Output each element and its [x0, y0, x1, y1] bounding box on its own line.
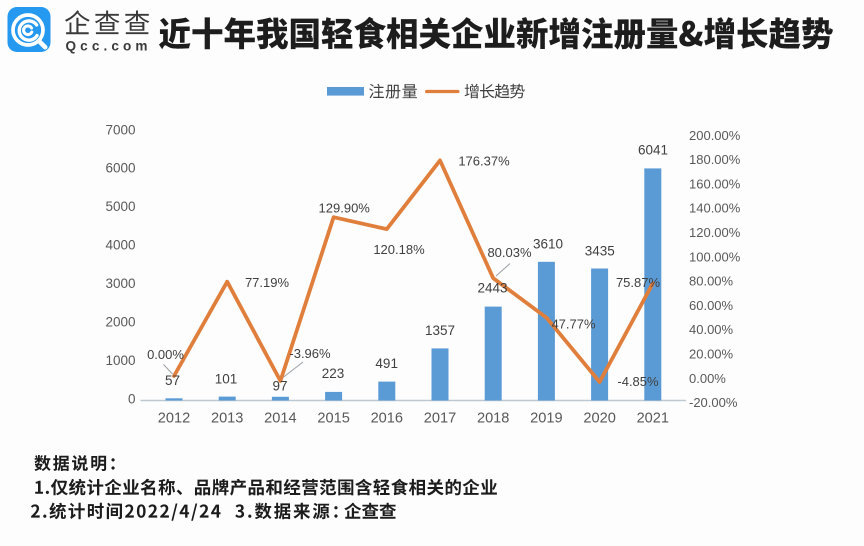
svg-text:7000: 7000: [105, 122, 135, 137]
svg-text:77.19%: 77.19%: [245, 275, 290, 290]
svg-text:-20.00%: -20.00%: [689, 395, 738, 410]
svg-text:200.00%: 200.00%: [689, 128, 741, 143]
svg-text:176.37%: 176.37%: [458, 154, 510, 169]
svg-text:4000: 4000: [105, 238, 135, 253]
svg-text:129.90%: 129.90%: [319, 201, 371, 216]
svg-text:6041: 6041: [638, 142, 668, 157]
svg-text:2018: 2018: [477, 411, 509, 427]
svg-text:2000: 2000: [105, 314, 135, 329]
svg-text:40.00%: 40.00%: [689, 322, 734, 337]
svg-text:Qcc.com: Qcc.com: [66, 38, 152, 53]
svg-text:120.18%: 120.18%: [373, 242, 425, 257]
svg-text:5000: 5000: [105, 199, 135, 214]
svg-text:80.00%: 80.00%: [689, 274, 734, 289]
svg-text:80.03%: 80.03%: [487, 245, 532, 260]
svg-text:2443: 2443: [477, 280, 507, 295]
svg-text:3000: 3000: [105, 276, 135, 291]
svg-text:0: 0: [128, 391, 136, 406]
svg-text:101: 101: [215, 371, 238, 386]
svg-text:1000: 1000: [105, 353, 135, 368]
svg-text:2019: 2019: [530, 411, 562, 427]
svg-text:2016: 2016: [371, 411, 403, 427]
svg-text:2014: 2014: [264, 411, 296, 427]
svg-text:2021: 2021: [637, 411, 669, 427]
svg-text:491: 491: [375, 356, 398, 371]
svg-text:0.00%: 0.00%: [147, 347, 184, 362]
svg-text:2017: 2017: [424, 411, 456, 427]
svg-text:180.00%: 180.00%: [689, 152, 741, 167]
svg-text:120.00%: 120.00%: [689, 225, 741, 240]
svg-text:2015: 2015: [317, 411, 349, 427]
svg-text:20.00%: 20.00%: [689, 347, 734, 362]
svg-text:100.00%: 100.00%: [689, 249, 741, 264]
svg-text:140.00%: 140.00%: [689, 201, 741, 216]
svg-text:97: 97: [272, 378, 287, 393]
svg-text:47.77%: 47.77%: [551, 317, 596, 332]
svg-text:60.00%: 60.00%: [689, 298, 734, 313]
svg-text:160.00%: 160.00%: [689, 176, 741, 191]
svg-text:6000: 6000: [105, 161, 135, 176]
svg-text:3435: 3435: [585, 243, 615, 258]
svg-text:3610: 3610: [533, 236, 563, 251]
svg-text:223: 223: [322, 366, 345, 381]
svg-text:75.87%: 75.87%: [616, 275, 661, 290]
svg-text:1357: 1357: [425, 323, 455, 338]
svg-text:2013: 2013: [211, 411, 243, 427]
svg-text:0.00%: 0.00%: [689, 371, 726, 386]
svg-text:-3.96%: -3.96%: [289, 346, 331, 361]
svg-text:-4.85%: -4.85%: [617, 374, 659, 389]
svg-text:57: 57: [165, 373, 180, 388]
svg-text:2012: 2012: [158, 411, 190, 427]
svg-text:2020: 2020: [583, 411, 615, 427]
